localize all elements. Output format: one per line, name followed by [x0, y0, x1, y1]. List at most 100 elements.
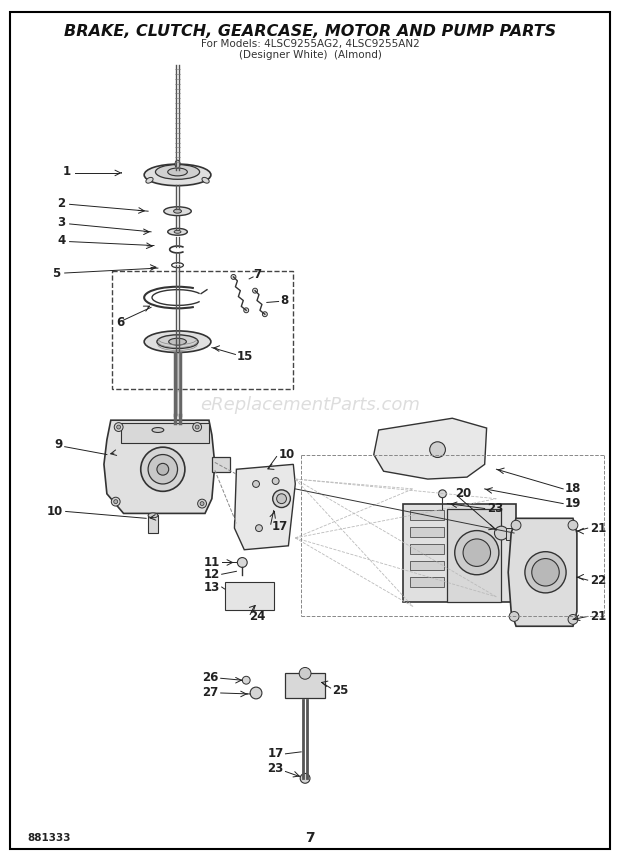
Text: 5: 5 — [53, 268, 61, 281]
Ellipse shape — [144, 164, 211, 186]
Ellipse shape — [175, 160, 180, 168]
Bar — [148, 516, 158, 533]
Ellipse shape — [157, 335, 198, 349]
Circle shape — [113, 499, 118, 504]
Text: 10: 10 — [278, 448, 295, 461]
Ellipse shape — [463, 539, 490, 567]
Circle shape — [262, 312, 267, 317]
Text: 10: 10 — [46, 505, 63, 518]
Bar — [112, 271, 293, 389]
Circle shape — [200, 502, 204, 505]
Text: 24: 24 — [249, 610, 265, 623]
Text: BRAKE, CLUTCH, GEARCASE, MOTOR AND PUMP PARTS: BRAKE, CLUTCH, GEARCASE, MOTOR AND PUMP … — [64, 24, 556, 39]
Circle shape — [250, 687, 262, 699]
Ellipse shape — [148, 513, 158, 517]
Text: For Models: 4LSC9255AG2, 4LSC9255AN2: For Models: 4LSC9255AG2, 4LSC9255AN2 — [201, 40, 419, 49]
Ellipse shape — [202, 177, 209, 183]
Text: 25: 25 — [332, 684, 349, 697]
Ellipse shape — [174, 231, 181, 233]
Ellipse shape — [146, 177, 153, 183]
Text: 2: 2 — [58, 197, 66, 210]
Ellipse shape — [152, 428, 164, 432]
Ellipse shape — [148, 455, 177, 484]
Circle shape — [231, 275, 236, 279]
Circle shape — [237, 558, 247, 567]
Circle shape — [568, 615, 578, 624]
Bar — [507, 528, 521, 540]
Text: 11: 11 — [203, 556, 219, 569]
Text: 17: 17 — [267, 747, 283, 760]
Ellipse shape — [174, 209, 182, 214]
Bar — [224, 582, 273, 610]
Bar — [410, 577, 445, 587]
Circle shape — [117, 425, 121, 429]
Text: 22: 22 — [590, 573, 606, 586]
Text: 23: 23 — [267, 762, 283, 775]
Ellipse shape — [157, 463, 169, 475]
Circle shape — [114, 423, 123, 431]
Circle shape — [430, 442, 445, 457]
Circle shape — [193, 423, 202, 431]
Text: 19: 19 — [565, 497, 582, 510]
Ellipse shape — [525, 552, 566, 593]
Text: 881333: 881333 — [27, 833, 71, 843]
Text: 3: 3 — [58, 216, 66, 230]
Circle shape — [300, 773, 310, 784]
Circle shape — [195, 425, 199, 429]
Ellipse shape — [168, 228, 187, 235]
Ellipse shape — [169, 338, 187, 345]
Ellipse shape — [141, 447, 185, 492]
Bar — [121, 423, 209, 443]
Circle shape — [495, 526, 508, 540]
Circle shape — [255, 524, 262, 531]
Text: 13: 13 — [203, 580, 219, 593]
Text: 26: 26 — [202, 671, 219, 684]
Text: (Designer White)  (Almond): (Designer White) (Almond) — [239, 50, 381, 60]
Circle shape — [509, 611, 519, 622]
Polygon shape — [374, 418, 487, 479]
Bar — [410, 527, 445, 537]
Text: 8: 8 — [281, 294, 289, 307]
Text: 1: 1 — [63, 165, 71, 178]
Text: 4: 4 — [58, 234, 66, 247]
Bar — [410, 511, 445, 520]
Text: 21: 21 — [590, 610, 606, 623]
Text: 7: 7 — [305, 831, 315, 846]
Circle shape — [511, 520, 521, 530]
Bar — [285, 673, 325, 698]
Text: 12: 12 — [203, 567, 219, 581]
Bar — [403, 504, 516, 602]
Ellipse shape — [144, 331, 211, 352]
Polygon shape — [104, 420, 215, 513]
Text: 9: 9 — [55, 438, 63, 451]
Circle shape — [272, 478, 279, 485]
Polygon shape — [234, 464, 295, 549]
Ellipse shape — [277, 494, 286, 504]
Text: 6: 6 — [117, 316, 125, 329]
Circle shape — [112, 497, 120, 506]
Text: 17: 17 — [272, 520, 288, 533]
Ellipse shape — [168, 168, 187, 176]
Circle shape — [242, 676, 250, 684]
Circle shape — [438, 490, 446, 498]
Ellipse shape — [532, 559, 559, 586]
Text: 21: 21 — [590, 522, 606, 535]
Text: 27: 27 — [203, 686, 219, 699]
Circle shape — [252, 480, 259, 487]
Circle shape — [299, 667, 311, 679]
Ellipse shape — [156, 164, 200, 179]
Ellipse shape — [273, 490, 290, 507]
Text: 20: 20 — [455, 487, 471, 500]
Circle shape — [252, 288, 257, 293]
Text: eReplacementParts.com: eReplacementParts.com — [200, 396, 420, 414]
Text: 23: 23 — [487, 502, 503, 515]
Bar — [212, 456, 229, 472]
Text: 18: 18 — [565, 482, 582, 495]
Ellipse shape — [454, 530, 499, 575]
Circle shape — [568, 520, 578, 530]
Bar — [448, 509, 502, 602]
Bar — [410, 544, 445, 554]
Polygon shape — [508, 518, 577, 626]
Circle shape — [244, 308, 249, 313]
Text: 7: 7 — [253, 269, 261, 282]
